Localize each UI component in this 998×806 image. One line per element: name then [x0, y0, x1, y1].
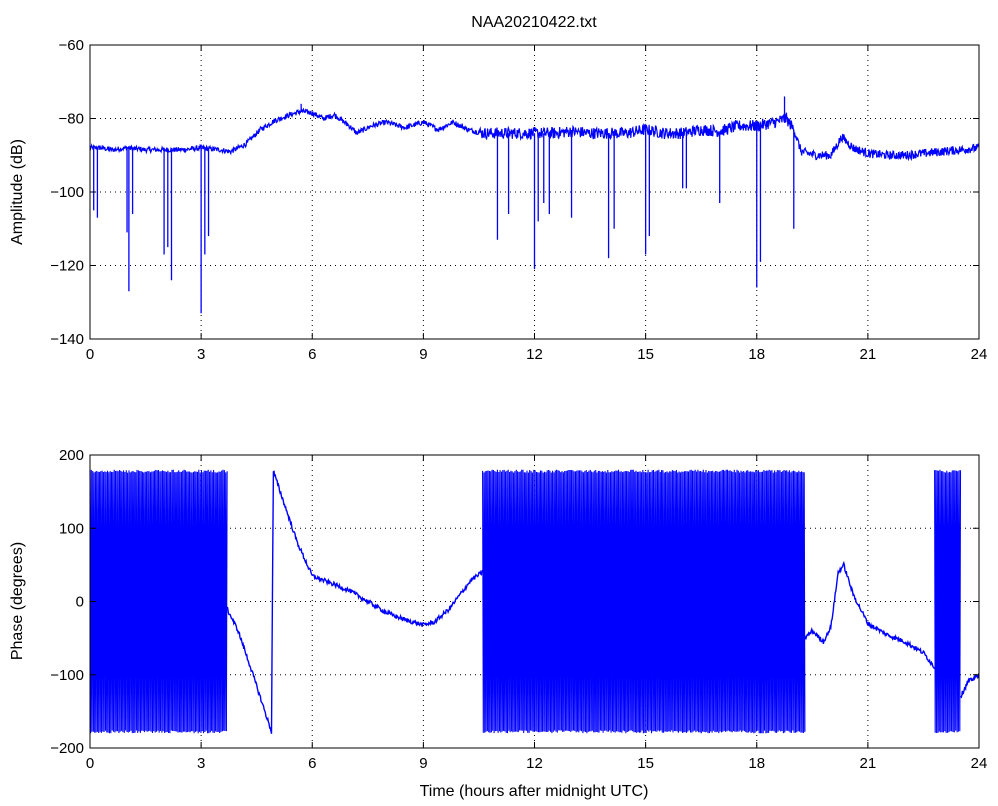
y-tick-label: −120 [50, 258, 84, 275]
y-tick-label: −100 [50, 667, 84, 684]
phase-grid [90, 455, 979, 748]
x-tick-label: 3 [197, 346, 205, 363]
x-tick-label: 6 [308, 346, 316, 363]
x-tick-label: 15 [637, 346, 654, 363]
phase-line [804, 560, 936, 670]
x-tick-label: 9 [419, 755, 427, 772]
x-tick-label: 15 [637, 755, 654, 772]
y-tick-label: 200 [59, 447, 84, 464]
y-tick-label: −100 [50, 184, 84, 201]
x-tick-label: 3 [197, 755, 205, 772]
x-tick-label: 12 [526, 755, 543, 772]
phase-axes: Phase (degrees) Time (hours after midnig… [9, 447, 987, 800]
x-axis-label-time: Time (hours after midnight UTC) [420, 783, 649, 800]
phase-ticks: 0 3 6 9 12 15 18 21 24 200 100 0 −100 −200 [50, 447, 987, 772]
x-tick-label: 18 [748, 755, 765, 772]
amplitude-line [89, 107, 980, 162]
x-tick-label: 18 [748, 346, 765, 363]
phase-series [89, 469, 980, 734]
y-tick-label: −60 [59, 37, 84, 54]
x-tick-label: 0 [86, 755, 94, 772]
x-tick-label: 0 [86, 346, 94, 363]
phase-wrapped-segment [934, 469, 962, 734]
amplitude-axes: NAA20210422.txt Amplitude (dB) 0 3 6 9 12 15 1… [9, 14, 987, 363]
x-tick-label: 24 [971, 346, 988, 363]
phase-wrapped-segment [482, 469, 806, 734]
y-tick-label: 100 [59, 520, 84, 537]
phase-line [960, 672, 980, 699]
phase-wrapped-segment [89, 469, 228, 734]
phase-line [226, 470, 483, 734]
chart-title: NAA20210422.txt [471, 14, 597, 31]
amplitude-series [89, 96, 980, 314]
y-tick-label: −140 [50, 331, 84, 348]
y-axis-label-phase: Phase (degrees) [9, 542, 26, 660]
x-tick-label: 12 [526, 346, 543, 363]
y-tick-label: 0 [76, 594, 84, 611]
y-tick-label: −80 [59, 111, 84, 128]
x-tick-label: 6 [308, 755, 316, 772]
x-tick-label: 21 [860, 346, 877, 363]
x-tick-label: 21 [860, 755, 877, 772]
x-tick-label: 24 [971, 755, 988, 772]
x-tick-label: 9 [419, 346, 427, 363]
y-tick-label: −200 [50, 740, 84, 757]
amplitude-ticks: 0 3 6 9 12 15 18 21 24 −60 −80 −100 −120 −140 [50, 37, 987, 363]
y-axis-label-amplitude: Amplitude (dB) [9, 139, 26, 245]
